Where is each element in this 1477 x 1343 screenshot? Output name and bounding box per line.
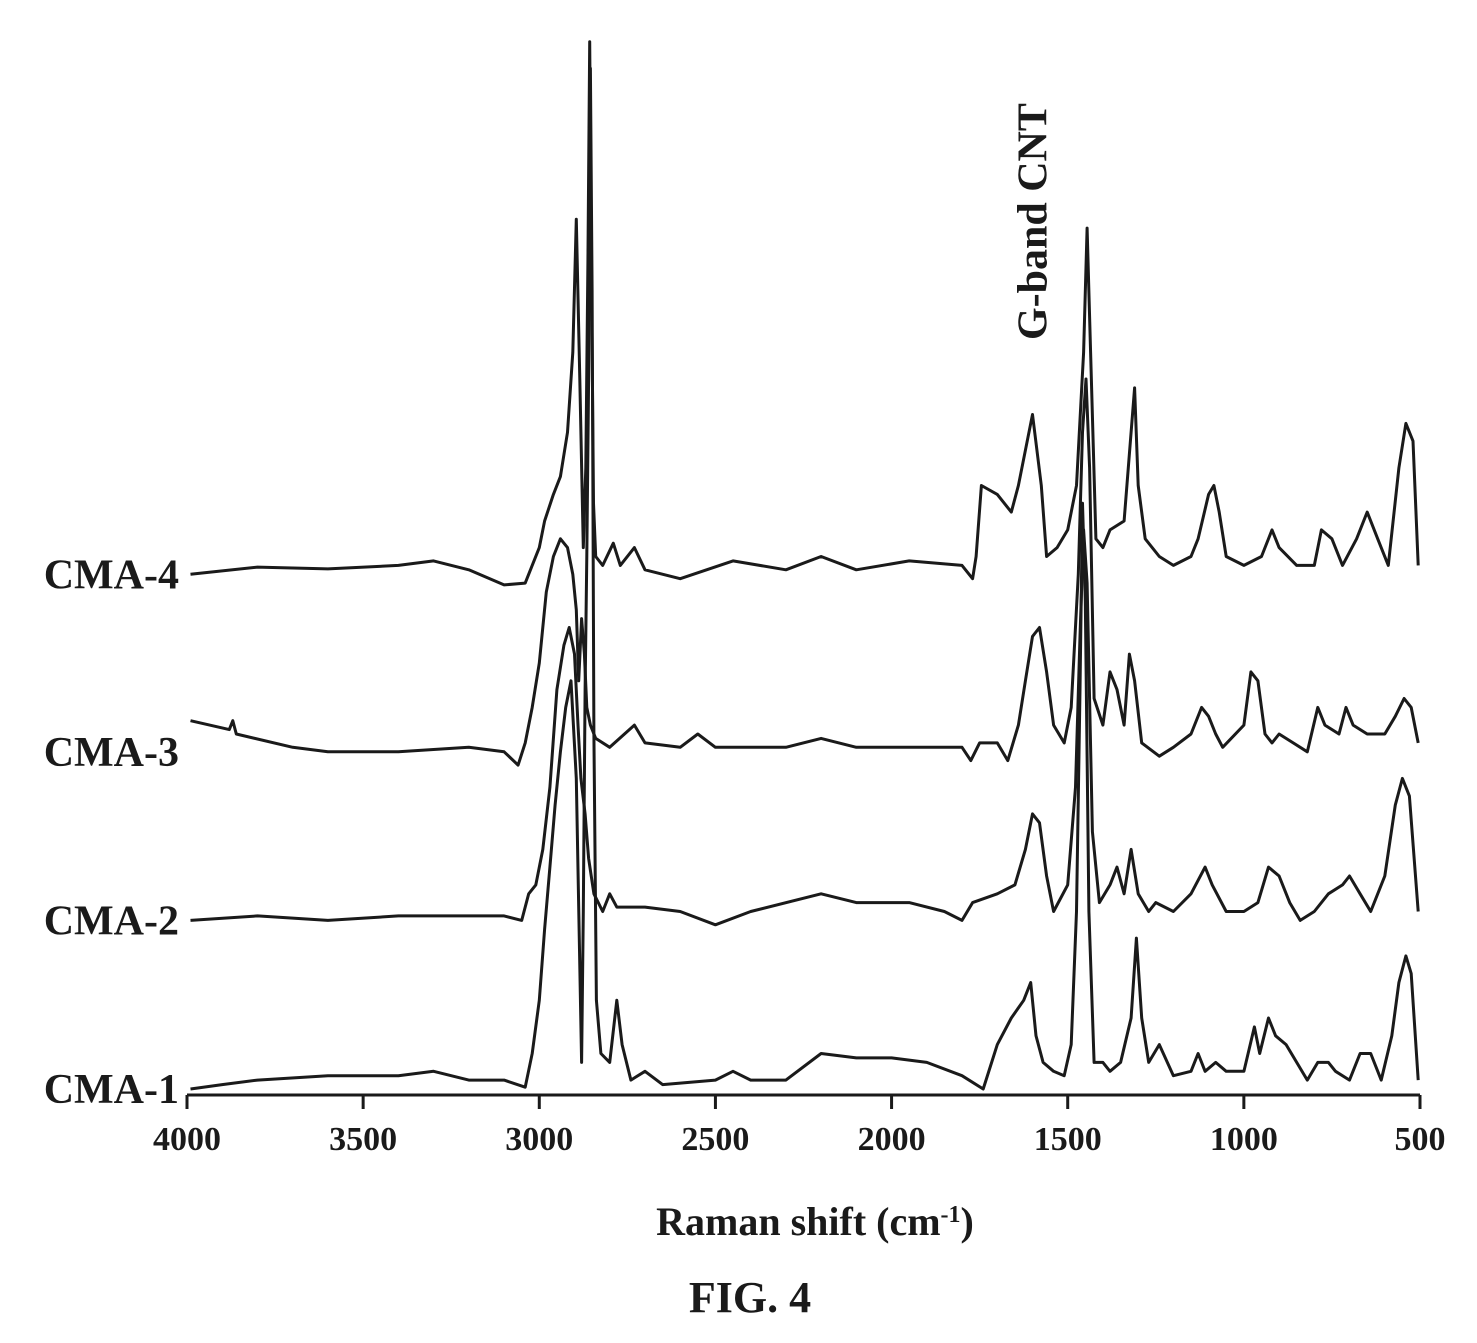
x-tick-label-1500: 1500 (1034, 1121, 1102, 1158)
x-axis-title-main: Raman shift (cm (656, 1199, 940, 1244)
x-axis: 4000 3500 3000 2500 2000 1500 1000 500 (153, 1093, 1446, 1158)
series-label-cma-4: CMA-4 (44, 552, 179, 598)
x-axis-title: Raman shift (cm-1) (656, 1199, 974, 1244)
series-labels: CMA-4 CMA-3 CMA-2 CMA-1 (44, 552, 179, 1113)
spectrum-line-cma-2 (190, 528, 1420, 927)
x-tick-label-2500: 2500 (681, 1121, 749, 1158)
x-tick-label-2000: 2000 (858, 1121, 926, 1158)
spectrum-line-cma-3 (190, 377, 1420, 767)
x-tick-label-500: 500 (1395, 1121, 1446, 1158)
series-label-cma-3: CMA-3 (44, 730, 179, 776)
g-band-annotation: G-band CNT (1011, 103, 1057, 340)
series-layer (190, 40, 1420, 1091)
spectrum-line-cma-1 (190, 66, 1420, 1091)
series-label-cma-2: CMA-2 (44, 898, 179, 944)
figure-label: FIG. 4 (689, 1273, 811, 1322)
series-label-cma-1: CMA-1 (44, 1067, 179, 1113)
x-tick-label-1000: 1000 (1210, 1121, 1278, 1158)
x-axis-title-superscript: -1 (941, 1202, 961, 1228)
x-tick-label-3000: 3000 (505, 1121, 573, 1158)
x-tick-label-4000: 4000 (153, 1121, 221, 1158)
x-axis-title-close: ) (961, 1199, 974, 1244)
spectrum-line-cma-4 (190, 40, 1420, 587)
x-tick-label-3500: 3500 (329, 1121, 397, 1158)
